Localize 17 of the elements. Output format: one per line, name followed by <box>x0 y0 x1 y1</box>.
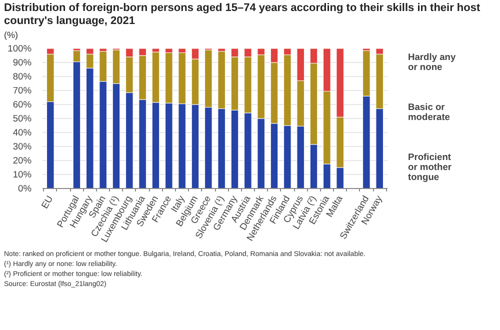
y-tick-label: 60% <box>12 99 32 110</box>
chart-title: Distribution of foreign-born persons aged 15–74 years according to their skills in their host country's language, 2021 <box>4 2 482 28</box>
text: Basic or moderate <box>408 102 450 122</box>
y-tick-label: 80% <box>12 71 32 82</box>
x-tick-label: EU <box>40 194 55 210</box>
text: Proficient or mother tongue <box>408 152 452 182</box>
y-tick-label: 50% <box>12 113 32 124</box>
chart-subtitle: (%) <box>4 29 18 42</box>
y-tick-label: 30% <box>12 141 32 152</box>
y-tick-label: 90% <box>12 57 32 68</box>
y-tick-label: 10% <box>12 169 32 180</box>
y-tick-label: 100% <box>8 43 32 54</box>
y-tick-label: 40% <box>12 127 32 138</box>
y-tick-label: 20% <box>12 155 32 166</box>
y-tick-label: 0% <box>18 183 32 194</box>
text: Hardly any or none <box>408 52 456 72</box>
y-tick-label: 70% <box>12 85 32 96</box>
